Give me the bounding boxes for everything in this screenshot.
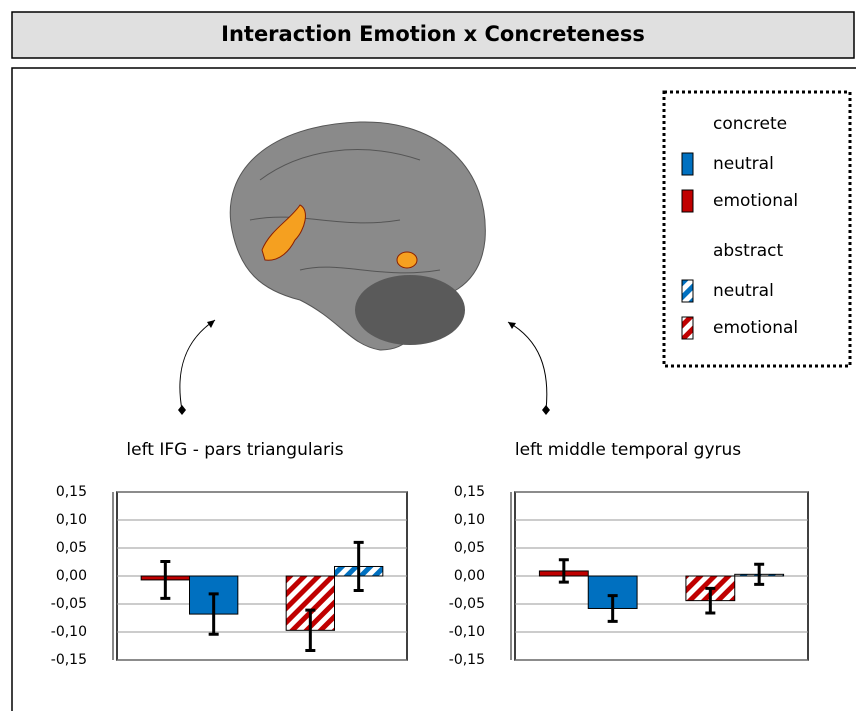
legend-swatch bbox=[682, 280, 693, 302]
legend-item: emotional bbox=[713, 191, 798, 211]
y-tick-label: -0,15 bbox=[449, 652, 485, 668]
legend-group-title: abstract bbox=[713, 241, 783, 261]
legend-item: emotional bbox=[713, 318, 798, 338]
y-tick-label: -0,10 bbox=[449, 624, 485, 640]
legend-item: neutral bbox=[713, 154, 774, 174]
legend-swatch bbox=[682, 153, 693, 175]
y-tick-label: -0,10 bbox=[51, 624, 87, 640]
legend-group-title: concrete bbox=[713, 114, 787, 134]
legend-swatch bbox=[682, 190, 693, 212]
y-tick-label: 0,05 bbox=[56, 540, 87, 556]
y-tick-label: -0,05 bbox=[51, 596, 87, 612]
y-tick-label: 0,10 bbox=[56, 512, 87, 528]
y-tick-label: 0,10 bbox=[454, 512, 485, 528]
chart-title: left IFG - pars triangularis bbox=[126, 440, 343, 460]
figure-title: Interaction Emotion x Concreteness bbox=[221, 22, 645, 46]
y-tick-label: -0,15 bbox=[51, 652, 87, 668]
figure: Interaction Emotion x Concreteness concr… bbox=[0, 0, 856, 711]
legend-swatch bbox=[682, 317, 693, 339]
y-tick-label: -0,05 bbox=[449, 596, 485, 612]
y-tick-label: 0,00 bbox=[56, 568, 87, 584]
chart-title: left middle temporal gyrus bbox=[515, 440, 741, 460]
y-tick-label: 0,15 bbox=[56, 484, 87, 500]
y-tick-label: 0,05 bbox=[454, 540, 485, 556]
y-tick-label: 0,00 bbox=[454, 568, 485, 584]
legend-item: neutral bbox=[713, 281, 774, 301]
legend: concrete neutral emotional abstract neutral e… bbox=[682, 114, 798, 339]
page: {"title": "Interaction Emotion x Concret… bbox=[0, 0, 856, 715]
brain-image bbox=[230, 122, 485, 350]
y-tick-label: 0,15 bbox=[454, 484, 485, 500]
